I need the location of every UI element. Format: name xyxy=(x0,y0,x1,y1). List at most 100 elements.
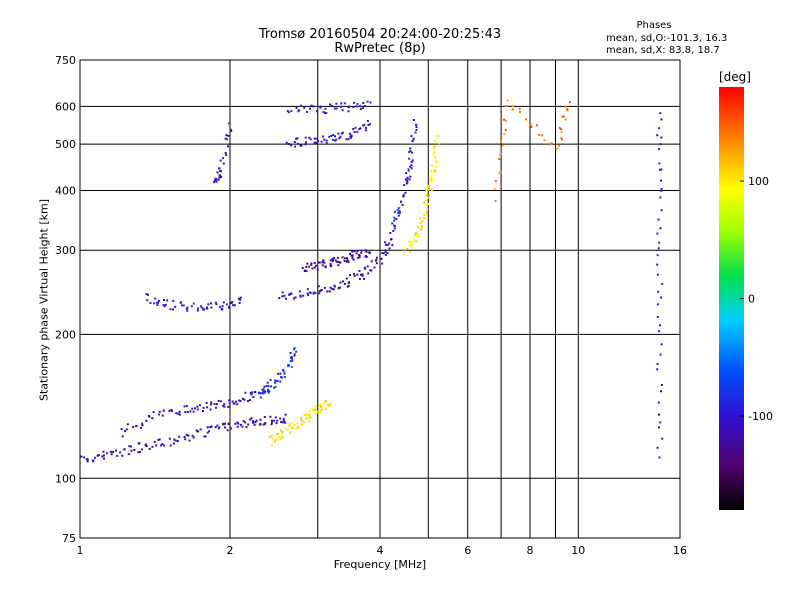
data-point xyxy=(214,301,217,304)
data-point xyxy=(230,427,233,430)
data-point xyxy=(343,102,346,105)
data-point xyxy=(499,153,502,156)
data-point xyxy=(431,179,434,182)
y-tick-label: 75 xyxy=(62,532,76,545)
data-point xyxy=(191,434,194,437)
data-point xyxy=(296,137,299,140)
data-point xyxy=(364,255,367,257)
data-point xyxy=(498,171,501,174)
data-point xyxy=(430,189,433,192)
data-point xyxy=(158,410,161,413)
data-point xyxy=(333,285,336,288)
data-point xyxy=(339,261,342,264)
data-point xyxy=(215,303,218,306)
data-point xyxy=(219,400,222,403)
data-point xyxy=(657,247,660,250)
data-point xyxy=(321,135,324,138)
data-point xyxy=(166,299,169,302)
data-point xyxy=(427,189,430,191)
data-point xyxy=(370,269,373,272)
data-point xyxy=(239,423,242,426)
data-point xyxy=(199,428,202,431)
data-point xyxy=(658,413,660,416)
data-point xyxy=(564,106,567,109)
data-point xyxy=(427,185,430,188)
data-point xyxy=(559,128,562,131)
data-point xyxy=(322,259,325,262)
data-point xyxy=(293,353,296,356)
data-point xyxy=(247,399,249,402)
data-point xyxy=(409,165,412,168)
data-point xyxy=(96,454,99,457)
data-point xyxy=(358,270,361,272)
data-point xyxy=(125,428,128,431)
data-point xyxy=(353,101,356,104)
data-point xyxy=(247,423,250,426)
data-point xyxy=(218,426,221,429)
data-point xyxy=(511,108,514,111)
data-point xyxy=(274,381,277,384)
data-point xyxy=(170,410,173,412)
data-point xyxy=(296,426,299,429)
data-point xyxy=(231,400,234,403)
data-point xyxy=(406,176,409,179)
data-point xyxy=(334,135,336,138)
data-point xyxy=(158,413,161,416)
data-point xyxy=(209,408,212,411)
data-point xyxy=(419,222,422,224)
data-point xyxy=(269,379,272,382)
data-point xyxy=(279,436,282,439)
data-point xyxy=(137,451,140,454)
data-point xyxy=(265,385,268,387)
data-point xyxy=(263,416,266,418)
data-point xyxy=(353,275,356,277)
data-point xyxy=(356,250,359,252)
data-point xyxy=(168,409,171,412)
data-point xyxy=(148,415,151,418)
data-point xyxy=(145,445,148,447)
data-point xyxy=(410,246,413,249)
data-point xyxy=(310,104,313,107)
data-point xyxy=(163,299,165,301)
data-point xyxy=(391,244,394,247)
data-point xyxy=(261,388,264,391)
data-point xyxy=(656,368,659,371)
data-point xyxy=(337,261,340,263)
data-point xyxy=(276,380,279,383)
data-point xyxy=(341,256,344,259)
data-point xyxy=(337,264,340,267)
data-point xyxy=(405,177,408,180)
data-point xyxy=(193,407,196,410)
data-point xyxy=(245,426,248,429)
data-point xyxy=(423,217,426,219)
data-point xyxy=(196,405,199,408)
data-point xyxy=(282,370,285,373)
data-point xyxy=(404,191,407,194)
data-point xyxy=(324,107,327,110)
data-point xyxy=(402,193,405,196)
data-point xyxy=(363,277,365,280)
data-point xyxy=(356,130,359,133)
data-point xyxy=(386,244,389,246)
data-point xyxy=(660,188,663,191)
data-point xyxy=(433,151,436,154)
data-point xyxy=(418,235,421,238)
data-point xyxy=(241,425,244,428)
data-point xyxy=(335,107,338,110)
data-point xyxy=(184,411,187,414)
data-point xyxy=(210,425,213,428)
data-point xyxy=(303,106,306,109)
data-point xyxy=(298,290,301,293)
data-point xyxy=(279,380,282,383)
data-point xyxy=(311,408,314,411)
data-point xyxy=(291,359,294,362)
data-point xyxy=(339,286,342,289)
data-point xyxy=(191,407,194,410)
data-point xyxy=(317,261,320,264)
data-point xyxy=(215,406,217,409)
data-point xyxy=(102,450,105,453)
data-point xyxy=(355,252,358,255)
data-point xyxy=(237,297,240,300)
data-point xyxy=(657,330,660,333)
data-point xyxy=(409,147,412,150)
